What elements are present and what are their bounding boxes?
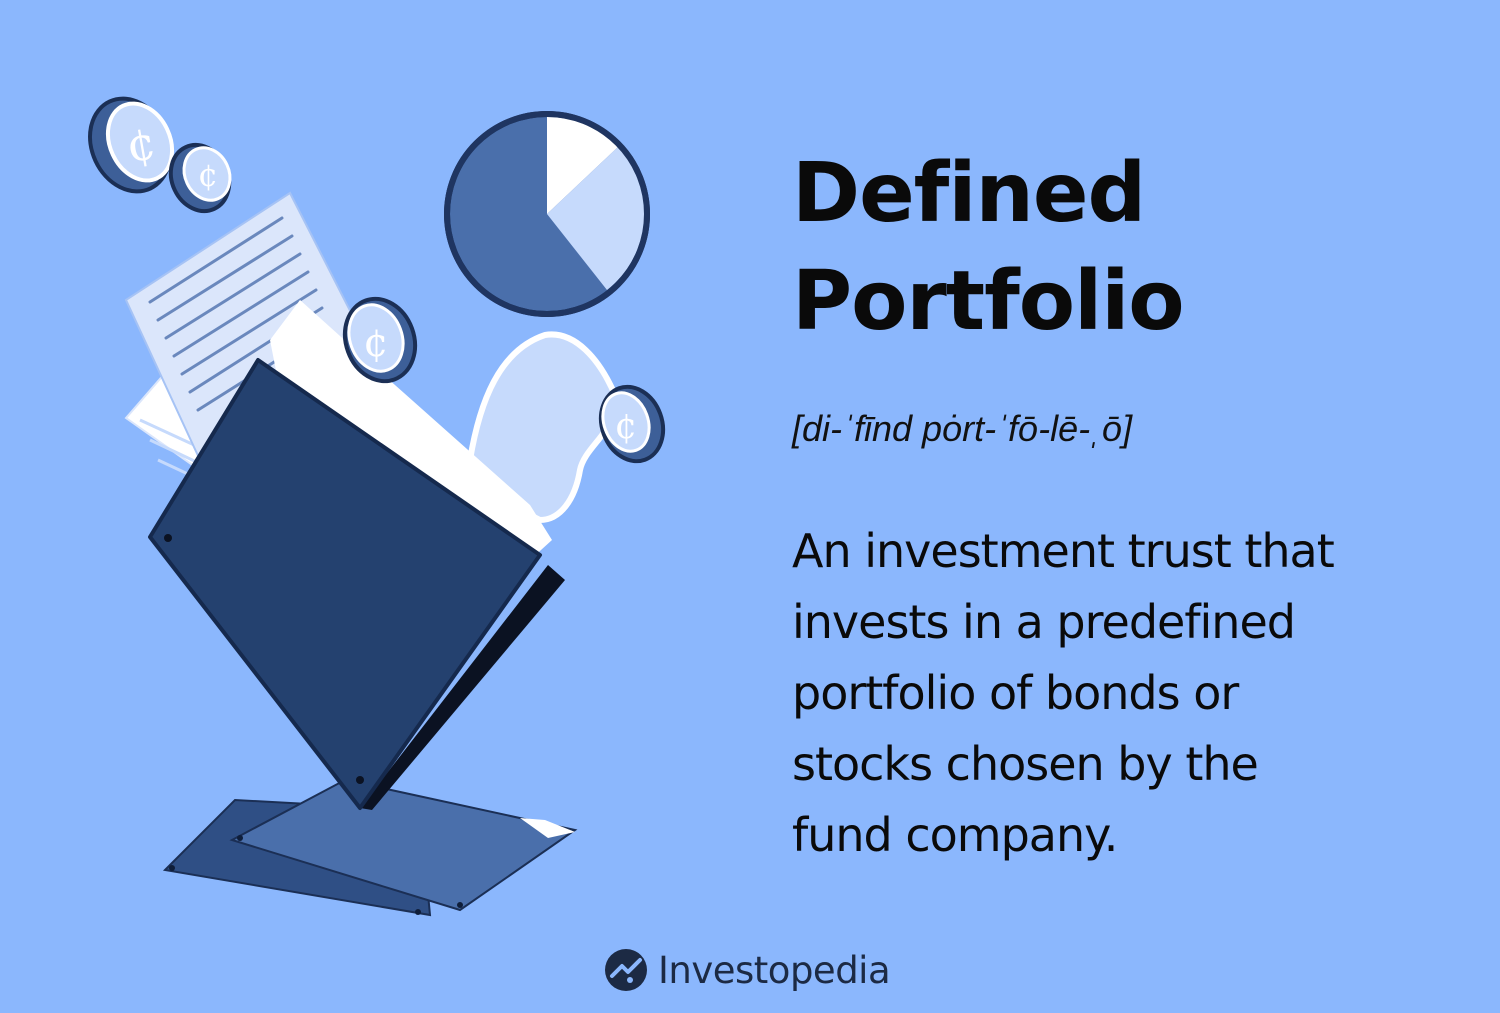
brand-name: Investopedia: [658, 948, 891, 992]
definition-line: fund company.: [792, 808, 1118, 862]
coin-icon: ¢: [342, 296, 418, 384]
title-line: Defined: [792, 146, 1146, 241]
definition-line: stocks chosen by the: [792, 737, 1259, 791]
svg-text:¢: ¢: [615, 406, 638, 447]
folder-icon: [148, 300, 565, 810]
pronunciation: [di-ˈfīnd pȯrt-ˈfō-lē-ˌō]: [792, 408, 1133, 449]
pie-chart-icon: [444, 111, 650, 317]
page-title: Defined Portfolio: [792, 140, 1185, 356]
definition-line: An investment trust that: [792, 524, 1335, 578]
folder-shadow-icon: [162, 778, 578, 917]
brand-logo: Investopedia: [604, 944, 891, 996]
title-line: Portfolio: [792, 254, 1185, 349]
portfolio-illustration: ¢ ¢ ¢ ¢: [88, 96, 666, 917]
investopedia-logo-icon: [605, 949, 647, 991]
coin-icon: ¢: [88, 96, 175, 194]
coin-icon: ¢: [168, 142, 232, 214]
definition-line: portfolio of bonds or: [792, 666, 1239, 720]
coin-icon: ¢: [598, 384, 666, 464]
svg-text:¢: ¢: [198, 156, 218, 194]
svg-text:¢: ¢: [363, 320, 388, 366]
definition-text: An investment trust that invests in a pr…: [792, 516, 1452, 871]
definition-line: invests in a predefined: [792, 595, 1296, 649]
